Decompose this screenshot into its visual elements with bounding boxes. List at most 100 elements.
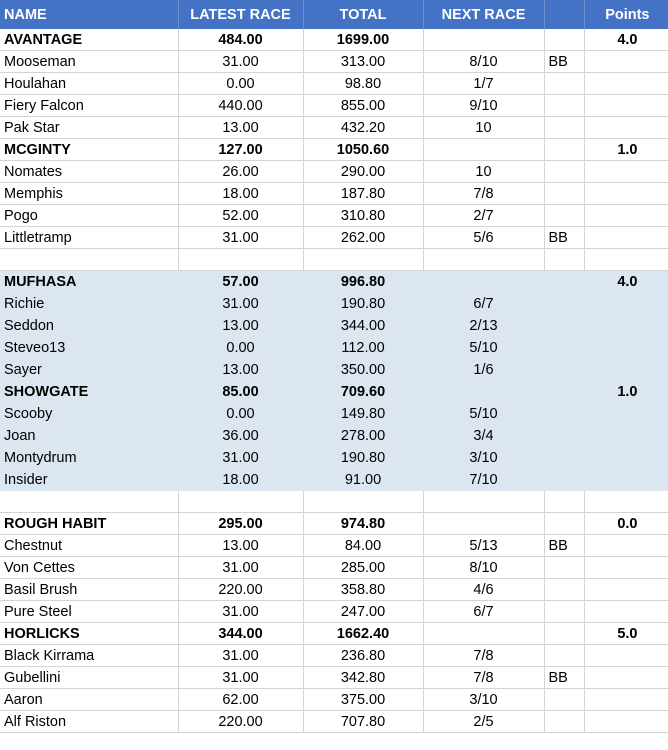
bb-cell[interactable] [544, 94, 585, 117]
total-cell[interactable]: 375.00 [303, 688, 424, 711]
column-header-total[interactable]: TOTAL [303, 0, 424, 29]
latest-race-cell[interactable]: 36.00 [178, 424, 304, 447]
points-cell[interactable] [584, 248, 668, 271]
next-race-cell[interactable]: 7/8 [423, 182, 545, 205]
bb-cell[interactable] [544, 402, 585, 425]
points-cell[interactable] [584, 292, 668, 315]
column-header-name[interactable]: NAME [0, 0, 179, 29]
bb-cell[interactable]: BB [544, 226, 585, 249]
points-cell[interactable] [584, 72, 668, 95]
name-cell[interactable]: AVANTAGE [0, 29, 179, 51]
latest-race-cell[interactable]: 295.00 [178, 512, 304, 535]
bb-cell[interactable] [544, 644, 585, 667]
total-cell[interactable]: 84.00 [303, 534, 424, 557]
next-race-cell[interactable] [423, 138, 545, 161]
points-cell[interactable] [584, 666, 668, 689]
next-race-cell[interactable]: 1/6 [423, 358, 545, 381]
total-cell[interactable]: 350.00 [303, 358, 424, 381]
latest-race-cell[interactable]: 26.00 [178, 160, 304, 183]
name-cell[interactable]: Montydrum [0, 446, 179, 469]
latest-race-cell[interactable]: 57.00 [178, 270, 304, 293]
latest-race-cell[interactable]: 31.00 [178, 446, 304, 469]
bb-cell[interactable] [544, 468, 585, 491]
latest-race-cell[interactable]: 127.00 [178, 138, 304, 161]
points-cell[interactable] [584, 402, 668, 425]
latest-race-cell[interactable]: 18.00 [178, 182, 304, 205]
latest-race-cell[interactable]: 0.00 [178, 402, 304, 425]
next-race-cell[interactable]: 8/10 [423, 556, 545, 579]
next-race-cell[interactable]: 5/10 [423, 336, 545, 359]
points-cell[interactable] [584, 94, 668, 117]
name-cell[interactable]: SHOWGATE [0, 380, 179, 403]
next-race-cell[interactable]: 7/10 [423, 468, 545, 491]
total-cell[interactable]: 190.80 [303, 446, 424, 469]
total-cell[interactable]: 98.80 [303, 72, 424, 95]
total-cell[interactable]: 285.00 [303, 556, 424, 579]
total-cell[interactable]: 1050.60 [303, 138, 424, 161]
total-cell[interactable]: 996.80 [303, 270, 424, 293]
name-cell[interactable] [0, 248, 179, 271]
points-cell[interactable]: 5.0 [584, 622, 668, 645]
bb-cell[interactable] [544, 512, 585, 535]
bb-cell[interactable] [544, 622, 585, 645]
total-cell[interactable]: 344.00 [303, 314, 424, 337]
name-cell[interactable]: Alf Riston [0, 710, 179, 733]
latest-race-cell[interactable]: 440.00 [178, 94, 304, 117]
bb-cell[interactable] [544, 710, 585, 733]
name-cell[interactable]: Scooby [0, 402, 179, 425]
latest-race-cell[interactable] [178, 490, 304, 513]
total-cell[interactable]: 149.80 [303, 402, 424, 425]
name-cell[interactable]: Gubellini [0, 666, 179, 689]
total-cell[interactable]: 112.00 [303, 336, 424, 359]
bb-cell[interactable] [544, 72, 585, 95]
name-cell[interactable]: Basil Brush [0, 578, 179, 601]
latest-race-cell[interactable]: 31.00 [178, 226, 304, 249]
total-cell[interactable]: 342.80 [303, 666, 424, 689]
latest-race-cell[interactable]: 220.00 [178, 578, 304, 601]
latest-race-cell[interactable]: 31.00 [178, 644, 304, 667]
latest-race-cell[interactable]: 62.00 [178, 688, 304, 711]
latest-race-cell[interactable]: 484.00 [178, 29, 304, 51]
name-cell[interactable]: Richie [0, 292, 179, 315]
bb-cell[interactable] [544, 424, 585, 447]
bb-cell[interactable] [544, 490, 585, 513]
total-cell[interactable] [303, 248, 424, 271]
next-race-cell[interactable] [423, 270, 545, 293]
latest-race-cell[interactable]: 31.00 [178, 50, 304, 73]
next-race-cell[interactable]: 2/7 [423, 204, 545, 227]
points-cell[interactable] [584, 116, 668, 139]
next-race-cell[interactable]: 2/13 [423, 314, 545, 337]
next-race-cell[interactable]: 7/8 [423, 644, 545, 667]
latest-race-cell[interactable]: 31.00 [178, 556, 304, 579]
latest-race-cell[interactable]: 52.00 [178, 204, 304, 227]
next-race-cell[interactable]: 9/10 [423, 94, 545, 117]
latest-race-cell[interactable]: 13.00 [178, 358, 304, 381]
bb-cell[interactable] [544, 578, 585, 601]
bb-cell[interactable] [544, 248, 585, 271]
next-race-cell[interactable]: 3/10 [423, 688, 545, 711]
next-race-cell[interactable]: 10 [423, 160, 545, 183]
points-cell[interactable] [584, 204, 668, 227]
latest-race-cell[interactable]: 13.00 [178, 534, 304, 557]
next-race-cell[interactable]: 8/10 [423, 50, 545, 73]
bb-cell[interactable]: BB [544, 50, 585, 73]
next-race-cell[interactable]: 6/7 [423, 292, 545, 315]
points-cell[interactable]: 4.0 [584, 270, 668, 293]
bb-cell[interactable] [544, 336, 585, 359]
points-cell[interactable]: 0.0 [584, 512, 668, 535]
latest-race-cell[interactable]: 31.00 [178, 600, 304, 623]
bb-cell[interactable] [544, 116, 585, 139]
points-cell[interactable] [584, 358, 668, 381]
points-cell[interactable] [584, 556, 668, 579]
points-cell[interactable]: 1.0 [584, 138, 668, 161]
name-cell[interactable]: Pak Star [0, 116, 179, 139]
points-cell[interactable] [584, 490, 668, 513]
name-cell[interactable]: Insider [0, 468, 179, 491]
bb-cell[interactable] [544, 29, 585, 51]
name-cell[interactable]: Black Kirrama [0, 644, 179, 667]
latest-race-cell[interactable]: 0.00 [178, 72, 304, 95]
name-cell[interactable]: Fiery Falcon [0, 94, 179, 117]
total-cell[interactable]: 236.80 [303, 644, 424, 667]
total-cell[interactable]: 290.00 [303, 160, 424, 183]
points-cell[interactable] [584, 600, 668, 623]
